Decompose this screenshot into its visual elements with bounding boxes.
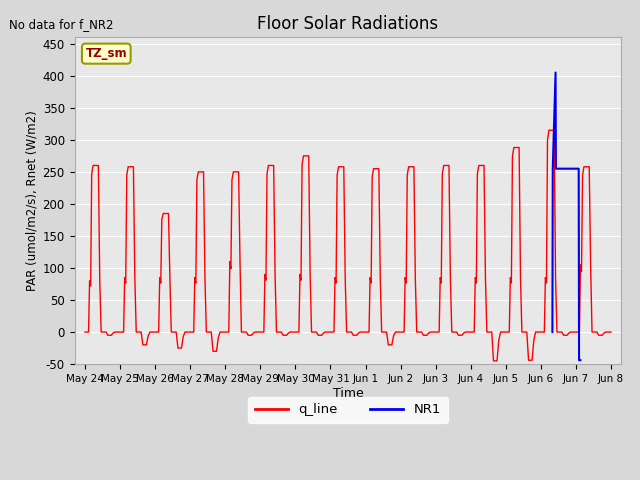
Title: Floor Solar Radiations: Floor Solar Radiations [257,15,438,33]
Y-axis label: PAR (umol/m2/s), Rnet (W/m2): PAR (umol/m2/s), Rnet (W/m2) [26,110,38,291]
X-axis label: Time: Time [333,386,364,399]
Text: No data for f_NR2: No data for f_NR2 [9,18,113,31]
Legend: q_line, NR1: q_line, NR1 [248,396,448,423]
Text: TZ_sm: TZ_sm [86,47,127,60]
